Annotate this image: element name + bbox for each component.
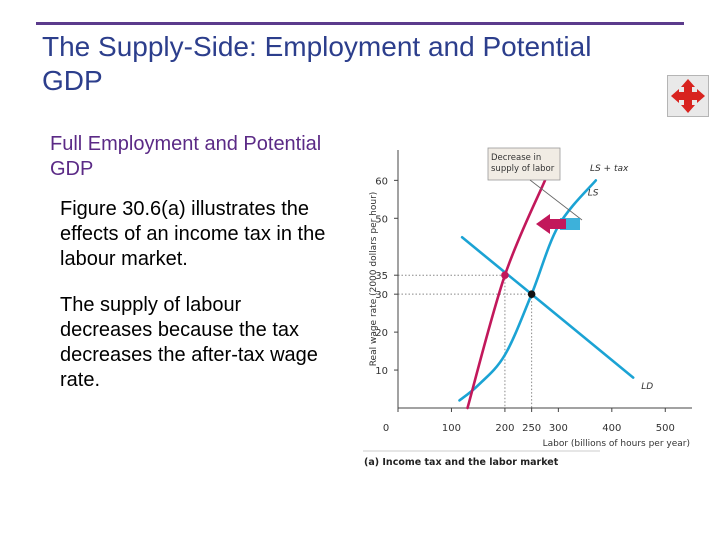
labor-market-chart: 0 100 200 250 300 400 500 10 20 30 35 50 60 LD LS LS + … xyxy=(363,147,692,468)
curve-label-ls: LS xyxy=(588,189,599,199)
title-rule xyxy=(36,22,684,25)
annotation-text-line-0: Decrease in xyxy=(491,153,541,163)
x-tick-label-500: 500 xyxy=(656,423,675,434)
x-tick-label-200: 200 xyxy=(495,423,514,434)
x-axis-title: Labor (billions of hours per year) xyxy=(543,439,690,449)
annotation-leader-line xyxy=(529,179,583,221)
x-tick-label-250: 250 xyxy=(522,423,541,434)
y-tick-label-35: 35 xyxy=(375,271,388,282)
y-tick-label-10: 10 xyxy=(375,366,388,377)
annotation-text-line-1: supply of labor xyxy=(491,164,555,174)
shift-arrow-left xyxy=(536,214,566,234)
x-tick-label-100: 100 xyxy=(442,423,461,434)
x-tick-label-0: 0 xyxy=(383,423,389,434)
equilibrium-point-1 xyxy=(501,271,509,280)
x-tick-label-400: 400 xyxy=(602,423,621,434)
y-axis-title: Real wage rate (2000 dollars per hour) xyxy=(369,192,379,367)
y-tick-label-30: 30 xyxy=(375,290,388,301)
y-tick-label-50: 50 xyxy=(375,214,388,225)
paragraph-supply-decrease: The supply of labour decreases because t… xyxy=(60,294,318,391)
paragraph-income-tax: Figure 30.6(a) illustrates the effects o… xyxy=(60,198,326,270)
y-tick-label-60: 60 xyxy=(375,176,388,187)
curve-ld xyxy=(460,236,635,379)
four-way-arrow-icon[interactable] xyxy=(667,75,709,117)
slide-title: The Supply-Side: Employment and Potentia… xyxy=(42,31,592,96)
annotation-box xyxy=(487,147,561,181)
curve-label-ls-tax: LS + tax xyxy=(590,164,629,174)
curve-label-ld: LD xyxy=(641,382,653,392)
y-tick-label-20: 20 xyxy=(375,328,388,339)
section-heading: Full Employment and Potential GDP xyxy=(50,133,322,180)
x-tick-label-300: 300 xyxy=(549,423,568,434)
equilibrium-point-0 xyxy=(527,290,536,298)
chart-caption: (a) Income tax and the labor market xyxy=(364,457,559,468)
